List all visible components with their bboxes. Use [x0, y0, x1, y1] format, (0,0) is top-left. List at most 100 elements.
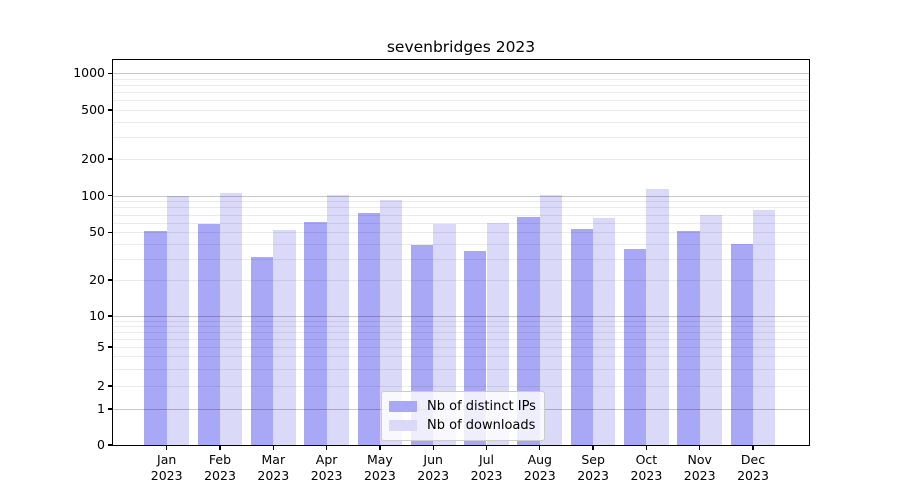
legend-label-downloads: Nb of downloads	[427, 418, 536, 433]
bar-downloads-jun	[433, 223, 456, 445]
x-tick-label: Jul 2023	[470, 452, 503, 483]
y-tick	[108, 109, 113, 111]
x-tick	[379, 445, 381, 450]
y-tick	[108, 385, 113, 387]
bar-downloads-feb	[220, 193, 243, 445]
y-tick-label: 500	[81, 102, 105, 117]
x-tick	[645, 445, 648, 450]
gridline-minor	[113, 331, 809, 333]
gridline-minor	[113, 325, 809, 327]
x-tick-label: May 2023	[363, 452, 396, 483]
legend-label-distinct-ips: Nb of distinct IPs	[427, 399, 536, 414]
gridline-minor	[113, 368, 809, 370]
y-tick-label: 1000	[73, 65, 105, 81]
x-tick	[272, 445, 274, 450]
bar-distinct-ips-sep	[570, 229, 594, 445]
x-tick-label: Jan 2023	[150, 452, 183, 483]
gridline-minor	[113, 356, 809, 358]
bar-downloads-nov	[699, 214, 723, 445]
gridline-minor	[113, 280, 809, 281]
x-tick	[752, 445, 754, 450]
y-tick-label: 1	[97, 401, 105, 416]
bar-downloads-jan	[166, 195, 190, 445]
x-tick	[592, 445, 594, 450]
y-tick	[108, 158, 113, 160]
gridline-minor	[113, 201, 809, 203]
x-tick-label: Aug 2023	[523, 452, 556, 483]
y-tick	[108, 195, 113, 197]
y-tick	[108, 231, 113, 233]
bar-downloads-may	[379, 199, 403, 445]
legend-swatch-distinct-ips-icon	[389, 401, 417, 412]
bar-downloads-aug	[539, 194, 563, 445]
x-tick-label: Nov 2023	[683, 452, 716, 483]
x-tick-label: Mar 2023	[257, 452, 290, 483]
y-tick	[108, 444, 113, 446]
bar-distinct-ips-apr	[304, 221, 327, 445]
legend: Nb of distinct IPs Nb of downloads	[381, 391, 545, 441]
x-tick-label: Dec 2023	[737, 452, 769, 483]
y-tick	[108, 315, 113, 317]
y-tick-label: 50	[89, 224, 105, 240]
legend-item: Nb of downloads	[389, 418, 536, 433]
y-tick	[108, 346, 113, 348]
gridline-minor	[113, 92, 809, 94]
x-tick	[219, 445, 221, 450]
gridline-minor	[113, 78, 809, 80]
gridline-minor	[113, 338, 809, 340]
gridline-minor	[113, 232, 809, 234]
x-tick-label: Feb 2023	[204, 452, 236, 483]
gridline-major	[113, 195, 809, 197]
gridline-minor	[113, 121, 809, 123]
gridline-major	[113, 316, 809, 317]
y-tick-label: 200	[81, 151, 105, 166]
bar-distinct-ips-feb	[197, 223, 220, 445]
bar-downloads-dec	[753, 209, 776, 445]
x-tick	[539, 445, 541, 450]
plot-area: Nb of distinct IPs Nb of downloads 0 1 2 5 1…	[73, 59, 810, 483]
x-tick	[325, 445, 328, 450]
x-tick-label: Apr 2023	[310, 452, 343, 483]
bar-distinct-ips-oct	[624, 249, 647, 445]
y-tick-label: 0	[97, 437, 105, 452]
x-tick	[699, 445, 701, 450]
bar-distinct-ips-may	[357, 213, 380, 445]
bar-downloads-apr	[326, 194, 349, 445]
gridline-minor	[113, 222, 809, 224]
bar-distinct-ips-dec	[730, 243, 753, 445]
y-tick	[108, 408, 113, 410]
x-tick	[485, 445, 488, 450]
bar-distinct-ips-jan	[144, 231, 167, 445]
bar-downloads-jul	[486, 222, 509, 445]
x-tick	[166, 445, 168, 450]
y-tick	[108, 72, 113, 74]
gridline-minor	[113, 347, 809, 348]
x-tick	[432, 445, 434, 450]
x-tick-label: Sep 2023	[577, 452, 609, 483]
gridline-minor	[113, 386, 809, 387]
bar-distinct-ips-aug	[517, 216, 540, 445]
gridline-minor	[113, 110, 809, 111]
chart-title: sevenbridges 2023	[386, 38, 536, 56]
gridline-minor	[113, 159, 809, 160]
gridline-minor	[113, 207, 809, 209]
y-tick-label: 2	[97, 378, 105, 393]
x-tick-label: Jun 2023	[417, 452, 450, 483]
gridline-major	[113, 73, 809, 75]
gridline-minor	[113, 214, 809, 216]
bar-downloads-mar	[273, 230, 296, 445]
bar-distinct-ips-mar	[250, 257, 274, 445]
y-tick-label: 10	[89, 308, 105, 323]
y-tick-label: 20	[89, 272, 105, 287]
gridline-minor	[113, 243, 809, 245]
gridline-minor	[113, 137, 809, 139]
y-tick-label: 5	[97, 339, 105, 354]
gridline-minor	[113, 258, 809, 260]
y-tick	[108, 279, 113, 281]
gridline-minor	[113, 85, 809, 87]
gridline-minor	[113, 320, 809, 322]
x-tick-label: Oct 2023	[630, 452, 663, 483]
bar-downloads-oct	[646, 188, 669, 445]
bar-downloads-sep	[593, 217, 616, 445]
